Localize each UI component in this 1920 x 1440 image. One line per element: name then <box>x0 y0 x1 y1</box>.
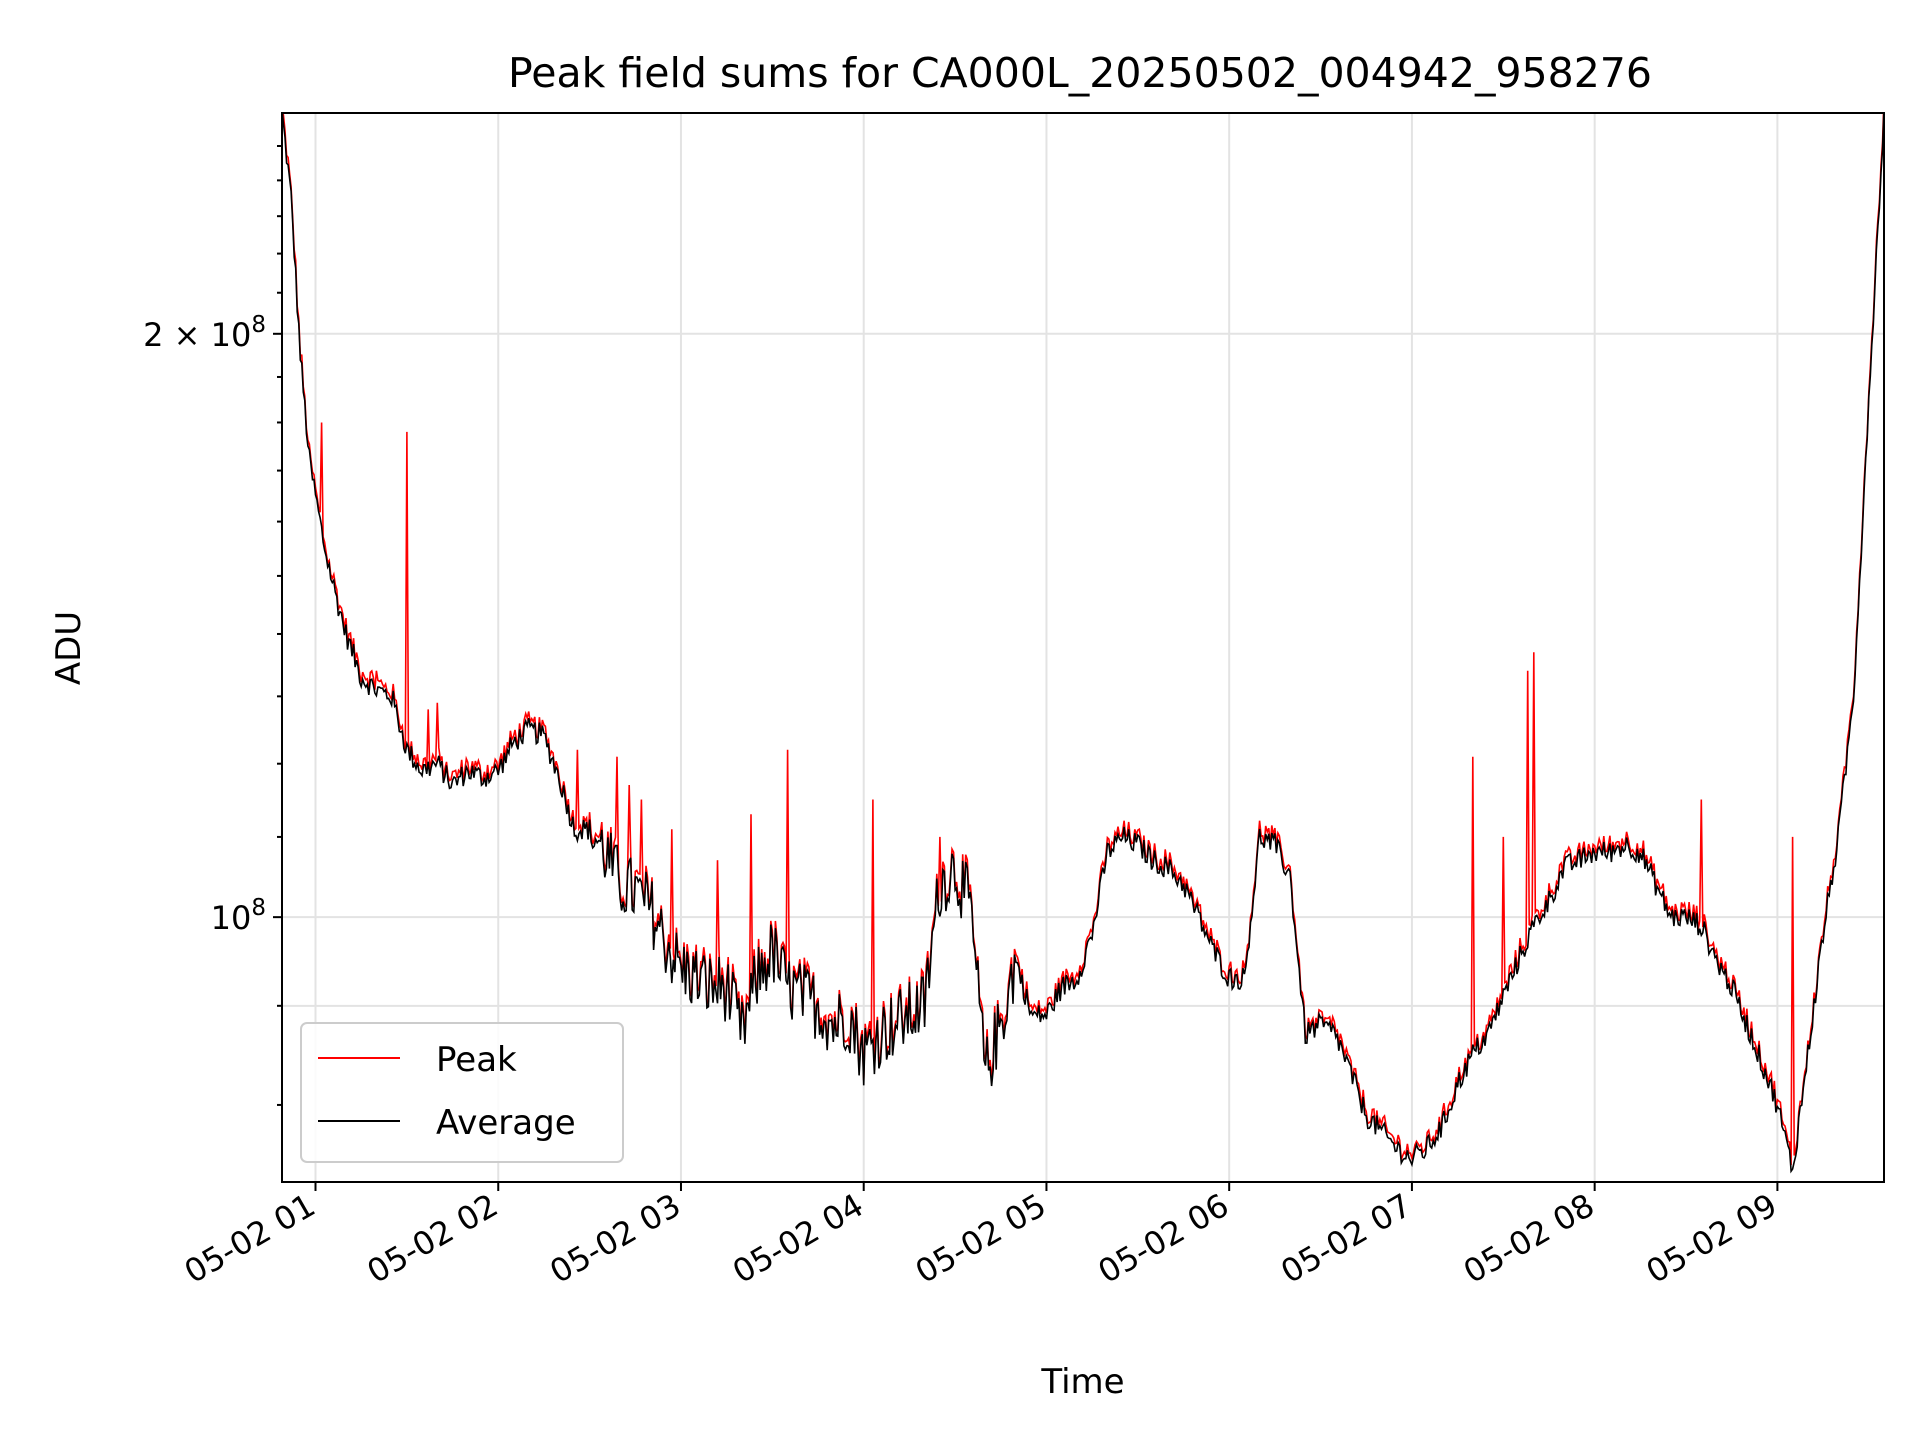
y-tick-base: 10 <box>211 316 252 354</box>
plot-area <box>282 113 1884 1174</box>
legend-average-label: Average <box>436 1103 576 1143</box>
y-tick-exp: 8 <box>251 895 266 921</box>
series-average-line <box>282 113 1884 1174</box>
y-tick-label: 108 <box>211 895 266 937</box>
grid <box>282 113 1884 1182</box>
y-tick-base: 10 <box>211 899 252 937</box>
y-tick-label: 2 × 108 <box>143 312 266 354</box>
plot-frame <box>281 112 1885 1183</box>
legend-peak-label: Peak <box>436 1040 517 1080</box>
y-tick-coef: 2 × <box>143 316 211 354</box>
legend: Peak Average <box>300 1022 624 1163</box>
chart-title: Peak field sums for CA000L_20250502_0049… <box>508 49 1652 97</box>
y-axis-label: ADU <box>49 611 89 685</box>
x-axis-label: Time <box>1040 1362 1124 1402</box>
y-tick-exp: 8 <box>251 312 266 338</box>
